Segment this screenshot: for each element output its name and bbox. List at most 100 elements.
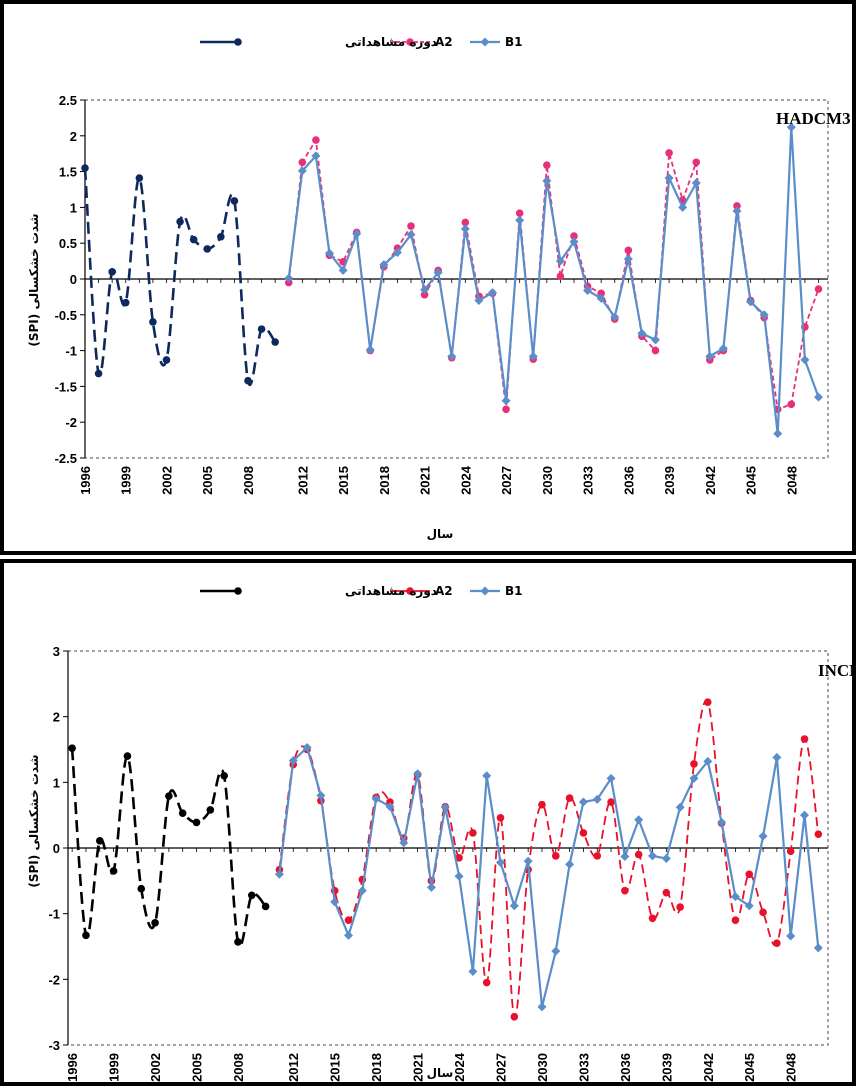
data-point-b1 <box>487 288 497 298</box>
data-point-observed <box>220 771 228 780</box>
x-tick-label: 2021 <box>418 466 433 495</box>
x-tick-label: 2024 <box>458 465 473 495</box>
data-point-b1 <box>447 351 457 361</box>
data-point-b1 <box>371 794 381 804</box>
legend-marker-a2 <box>406 587 414 595</box>
data-point-b1 <box>537 1002 547 1012</box>
x-tick-label: 2008 <box>241 466 256 495</box>
y-tick-label: -2 <box>65 415 77 430</box>
data-point-a2 <box>759 908 767 917</box>
x-tick-label: 2021 <box>411 1053 426 1082</box>
x-tick-label: 2008 <box>231 1053 246 1082</box>
data-point-b1 <box>772 752 782 762</box>
data-point-a2 <box>556 272 565 280</box>
x-tick-label: 2015 <box>336 466 351 495</box>
x-tick-label: 1996 <box>78 466 93 495</box>
data-point-b1 <box>509 901 519 911</box>
x-tick-label: 2005 <box>190 1053 205 1082</box>
data-point-b1 <box>661 854 671 864</box>
data-point-b1 <box>413 769 423 779</box>
data-point-b1 <box>515 215 525 225</box>
data-point-observed <box>68 744 76 752</box>
data-point-b1 <box>717 817 727 827</box>
x-tick-label: 2015 <box>328 1053 343 1082</box>
chart-frame <box>0 559 856 1086</box>
y-tick-label: 0 <box>70 272 77 287</box>
data-point-b1 <box>311 151 321 161</box>
data-point-a2 <box>298 158 307 167</box>
legend-label-b1: B1 <box>505 35 523 49</box>
data-point-b1 <box>284 273 294 283</box>
data-point-a2 <box>386 798 394 806</box>
data-point-b1 <box>460 224 470 234</box>
data-point-b1 <box>689 773 699 783</box>
data-point-a2 <box>773 939 781 948</box>
data-point-b1 <box>316 790 326 800</box>
data-point-a2 <box>800 735 809 743</box>
data-point-b1 <box>813 392 823 402</box>
data-point-a2 <box>597 289 605 298</box>
data-point-a2 <box>745 870 754 879</box>
data-point-observed <box>261 902 270 911</box>
data-point-a2 <box>692 158 701 167</box>
data-point-b1 <box>759 310 769 320</box>
data-point-b1 <box>482 771 492 781</box>
data-point-b1 <box>691 178 701 188</box>
data-point-a2 <box>703 698 712 707</box>
x-tick-label: 2045 <box>742 1053 757 1082</box>
data-point-a2 <box>312 136 320 144</box>
y-tick-label: 1 <box>70 200 77 215</box>
data-point-observed <box>121 298 130 307</box>
data-point-a2 <box>510 1012 519 1021</box>
x-tick-label: 2048 <box>784 466 799 495</box>
y-tick-label: 2 <box>70 129 77 144</box>
data-point-observed <box>109 867 118 875</box>
data-point-b1 <box>596 293 606 303</box>
data-point-b1 <box>813 943 823 953</box>
chart-title: ب) مدل INCM3 <box>818 661 856 680</box>
x-tick-label: 2024 <box>452 1052 467 1082</box>
data-point-observed <box>206 806 215 814</box>
data-point-b1 <box>786 931 796 941</box>
data-point-b1 <box>637 328 647 338</box>
chart-frame <box>0 0 856 555</box>
x-tick-label: 2042 <box>701 1053 716 1082</box>
y-tick-label: -0.5 <box>55 308 77 323</box>
data-point-b1 <box>551 946 561 956</box>
data-point-observed <box>94 369 103 378</box>
y-tick-label: 1.5 <box>59 165 77 180</box>
data-point-b1 <box>634 815 644 825</box>
y-tick-label: 1 <box>53 775 60 790</box>
data-point-b1 <box>678 202 688 212</box>
series-line-b1 <box>278 746 820 1008</box>
y-tick-label: 3 <box>53 644 60 659</box>
data-point-a2 <box>621 886 629 895</box>
x-tick-label: 1996 <box>65 1053 80 1082</box>
x-tick-label: 2030 <box>535 1053 550 1082</box>
x-tick-label: 2042 <box>703 466 718 495</box>
data-point-a2 <box>662 888 671 897</box>
legend-label-b1: B1 <box>505 584 523 598</box>
data-point-b1 <box>703 756 713 766</box>
y-tick-label: -2 <box>48 972 60 987</box>
data-point-b1 <box>569 237 579 247</box>
data-point-b1 <box>501 396 511 406</box>
y-tick-label: -1.5 <box>55 379 77 394</box>
data-point-b1 <box>664 173 674 183</box>
data-point-a2 <box>814 830 823 839</box>
x-tick-label: 2045 <box>744 466 759 495</box>
x-tick-label: 2027 <box>494 1053 509 1082</box>
data-point-a2 <box>690 760 698 768</box>
data-point-a2 <box>648 914 657 923</box>
data-point-observed <box>192 818 201 827</box>
legend-marker-observed <box>234 587 242 595</box>
data-point-b1 <box>705 351 715 361</box>
y-axis-label: شدت خشکسالی (SPI) <box>27 754 41 887</box>
data-point-a2 <box>665 149 673 157</box>
data-point-b1 <box>274 869 284 879</box>
data-point-b1 <box>454 871 464 881</box>
data-point-observed <box>82 931 90 940</box>
data-point-b1 <box>730 892 740 902</box>
data-point-observed <box>271 338 279 346</box>
